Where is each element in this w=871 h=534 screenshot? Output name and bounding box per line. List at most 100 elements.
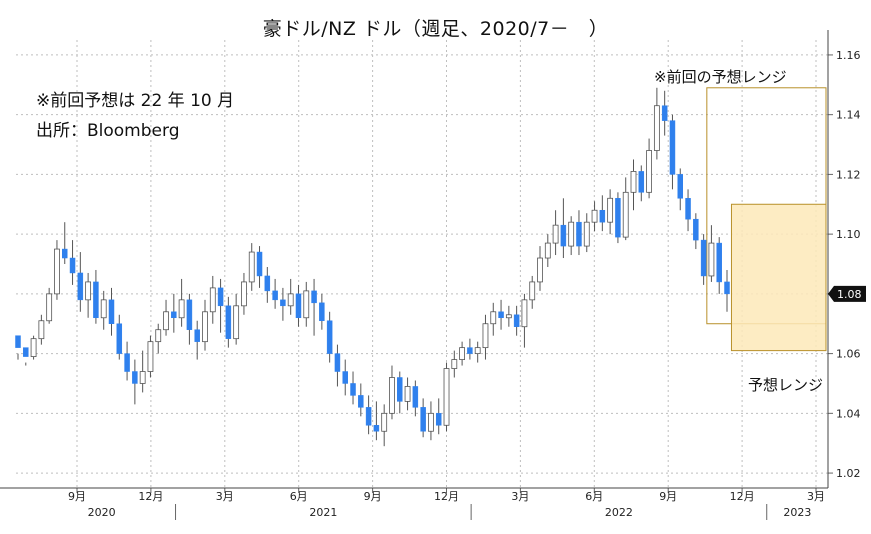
x-tick-label: 6月 [585,490,603,503]
candle-body [412,386,419,408]
range-label-current: 予想レンジ [748,376,824,394]
candle-body [100,299,107,319]
candle-body [287,293,294,307]
x-tick-label: 9月 [68,490,86,503]
candle-body [295,293,302,319]
y-tick-label: 1.02 [836,467,861,480]
candle-body [365,407,372,426]
year-label: 2020 [88,506,116,519]
candle-body [178,299,185,319]
candle-body [93,281,99,319]
candle-body [404,386,411,402]
candle-body [38,320,45,340]
candle-body [638,171,645,193]
candle-body [171,311,177,319]
candle-body [607,197,614,223]
x-tick-label: 6月 [290,490,308,503]
candle-body [342,371,348,384]
candle-body [544,242,551,259]
candle-body [389,377,395,414]
candle-body [54,248,60,295]
candle-body [630,171,637,193]
candle-body [225,305,232,339]
candle-body [186,299,193,330]
candle-body [521,299,528,328]
candle-body [498,311,504,319]
chart-title: 豪ドル/NZ ドル（週足、2020/7－ ） [262,18,609,40]
candle-body [124,353,130,372]
candle-body [560,224,567,247]
axes: 1.02 1.04 1.06 1.08 1.10 1.12 1.14 1.16 9月 12月 3月 6… [0,30,866,520]
candle-body [700,239,707,277]
candle-body [326,320,333,354]
candle-body [23,347,29,357]
candle-body [576,221,582,247]
x-tick-label: 12月 [138,490,163,503]
y-tick-label: 1.14 [836,109,861,122]
y-tick-label: 1.12 [836,168,861,181]
candle-body [46,293,53,322]
candle-body [280,299,286,307]
x-tick-label: 12月 [730,490,755,503]
candle-body [568,221,575,247]
candle-body [116,323,123,354]
candle-body [552,224,559,244]
candle-body [708,242,715,277]
y-tick-label: 1.04 [836,407,861,420]
candle-body [358,395,364,408]
x-tick-label: 12月 [434,490,459,503]
candle-body [272,290,278,301]
x-tick-label: 9月 [364,490,382,503]
range-label-previous: ※前回の予想レンジ [654,68,787,86]
candle-body [653,105,660,151]
note-previous-forecast: ※前回予想は 22 年 10 月 [36,91,235,111]
forecast-ranges [706,87,827,352]
candle-body [373,425,380,432]
candle-body [615,198,621,238]
current-price-badge [828,285,866,302]
candle-body [693,218,699,241]
candle-body [334,353,341,372]
candle-body [669,120,676,175]
candle-body [209,287,216,313]
candle-body [139,371,146,384]
forecast-range [730,203,827,352]
candle-body [622,191,629,238]
candle-body [428,412,434,432]
candle-body [490,311,497,325]
candle-body [15,335,21,348]
candle-body [451,359,458,369]
candle-body [381,412,388,432]
candle-body [350,383,356,396]
candle-body [241,281,247,307]
candle-body [529,281,536,301]
candle-body [443,368,450,426]
candle-body [474,347,481,355]
x-tick-label: 3月 [511,490,529,503]
candle-body [716,242,722,283]
candle-body [61,248,68,259]
note-source: 出所：Bloomberg [36,121,180,141]
x-tick-label: 3月 [807,490,825,503]
y-tick-label: 1.06 [836,348,861,361]
candle-body [194,329,200,342]
y-tick-label: 1.16 [836,49,861,62]
candles [15,87,730,447]
candle-body [459,347,465,360]
candle-body [685,198,691,220]
year-label: 2022 [605,506,633,519]
candle-body [467,347,473,354]
candle-body [420,407,426,432]
candle-body [435,413,442,426]
candle-body [311,290,317,304]
candle-body [303,290,310,319]
candle-body [513,314,520,327]
candle-body [147,341,154,372]
candle-body [319,302,325,321]
candle-body [30,338,37,357]
candle-body [591,209,598,223]
current-price-label: 1.08 [837,288,862,301]
candle-body [217,287,224,307]
candle-body [85,281,92,301]
